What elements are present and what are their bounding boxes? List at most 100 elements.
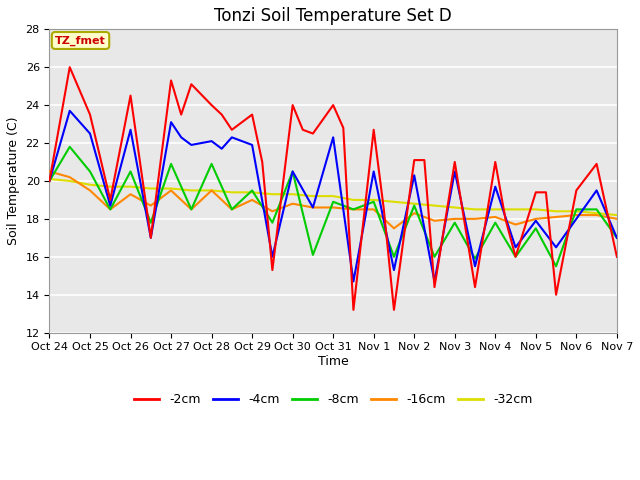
-32cm bbox=[451, 204, 459, 210]
-2cm bbox=[492, 159, 499, 165]
-2cm bbox=[259, 159, 266, 165]
-4cm bbox=[390, 267, 398, 273]
-16cm bbox=[512, 222, 520, 228]
-16cm bbox=[370, 206, 378, 212]
-32cm bbox=[410, 201, 418, 206]
-8cm bbox=[410, 203, 418, 208]
-2cm bbox=[66, 64, 74, 70]
-8cm bbox=[86, 168, 94, 174]
-16cm bbox=[492, 214, 499, 220]
-16cm bbox=[269, 208, 276, 214]
-16cm bbox=[330, 204, 337, 210]
-32cm bbox=[532, 206, 540, 212]
-4cm bbox=[471, 264, 479, 269]
-32cm bbox=[167, 186, 175, 192]
Title: Tonzi Soil Temperature Set D: Tonzi Soil Temperature Set D bbox=[214, 7, 452, 25]
-8cm bbox=[66, 144, 74, 150]
-2cm bbox=[339, 125, 347, 131]
-2cm bbox=[380, 206, 388, 212]
-2cm bbox=[502, 216, 509, 222]
-32cm bbox=[573, 208, 580, 214]
-2cm bbox=[208, 102, 216, 108]
-32cm bbox=[127, 184, 134, 190]
-16cm bbox=[208, 188, 216, 193]
-8cm bbox=[45, 178, 53, 184]
-16cm bbox=[45, 168, 53, 174]
-32cm bbox=[613, 212, 621, 218]
-4cm bbox=[218, 146, 225, 152]
-4cm bbox=[309, 204, 317, 210]
-8cm bbox=[208, 161, 216, 167]
-2cm bbox=[330, 102, 337, 108]
-4cm bbox=[127, 127, 134, 132]
-16cm bbox=[613, 216, 621, 222]
-16cm bbox=[66, 174, 74, 180]
-4cm bbox=[289, 168, 296, 174]
Line: -8cm: -8cm bbox=[49, 147, 617, 266]
-8cm bbox=[188, 206, 195, 212]
-2cm bbox=[542, 190, 550, 195]
-16cm bbox=[573, 212, 580, 218]
-16cm bbox=[451, 216, 459, 222]
-4cm bbox=[532, 218, 540, 224]
-4cm bbox=[370, 168, 378, 174]
-2cm bbox=[45, 178, 53, 184]
-4cm bbox=[228, 134, 236, 140]
-4cm bbox=[106, 203, 114, 208]
-2cm bbox=[410, 157, 418, 163]
-2cm bbox=[370, 127, 378, 132]
-32cm bbox=[390, 199, 398, 204]
-16cm bbox=[471, 216, 479, 222]
-32cm bbox=[309, 193, 317, 199]
-16cm bbox=[188, 206, 195, 212]
-8cm bbox=[330, 199, 337, 204]
-2cm bbox=[127, 93, 134, 98]
-32cm bbox=[492, 206, 499, 212]
-32cm bbox=[269, 192, 276, 197]
-16cm bbox=[431, 218, 438, 224]
-8cm bbox=[370, 199, 378, 204]
-2cm bbox=[228, 127, 236, 132]
-2cm bbox=[289, 102, 296, 108]
-8cm bbox=[106, 206, 114, 212]
-32cm bbox=[208, 188, 216, 193]
-32cm bbox=[188, 188, 195, 193]
-32cm bbox=[349, 197, 357, 203]
-2cm bbox=[218, 112, 225, 118]
-16cm bbox=[532, 216, 540, 222]
-2cm bbox=[532, 190, 540, 195]
-4cm bbox=[512, 244, 520, 250]
-8cm bbox=[167, 161, 175, 167]
-16cm bbox=[147, 203, 155, 208]
-2cm bbox=[512, 254, 520, 260]
-4cm bbox=[45, 178, 53, 184]
-2cm bbox=[552, 292, 560, 298]
-4cm bbox=[552, 244, 560, 250]
-16cm bbox=[106, 206, 114, 212]
-4cm bbox=[573, 216, 580, 222]
-32cm bbox=[66, 178, 74, 184]
-8cm bbox=[552, 264, 560, 269]
-32cm bbox=[45, 176, 53, 182]
-32cm bbox=[330, 193, 337, 199]
-8cm bbox=[289, 168, 296, 174]
-16cm bbox=[289, 201, 296, 206]
-2cm bbox=[573, 188, 580, 193]
Legend: -2cm, -4cm, -8cm, -16cm, -32cm: -2cm, -4cm, -8cm, -16cm, -32cm bbox=[129, 388, 538, 411]
-8cm bbox=[349, 206, 357, 212]
-16cm bbox=[552, 214, 560, 220]
-4cm bbox=[86, 131, 94, 136]
-2cm bbox=[248, 112, 256, 118]
-2cm bbox=[593, 161, 600, 167]
-8cm bbox=[431, 254, 438, 260]
-2cm bbox=[451, 159, 459, 165]
-2cm bbox=[188, 82, 195, 87]
Y-axis label: Soil Temperature (C): Soil Temperature (C) bbox=[7, 117, 20, 245]
-32cm bbox=[147, 186, 155, 192]
-8cm bbox=[593, 206, 600, 212]
-32cm bbox=[512, 206, 520, 212]
-8cm bbox=[512, 254, 520, 260]
-2cm bbox=[177, 112, 185, 118]
-16cm bbox=[228, 206, 236, 212]
-2cm bbox=[390, 307, 398, 313]
